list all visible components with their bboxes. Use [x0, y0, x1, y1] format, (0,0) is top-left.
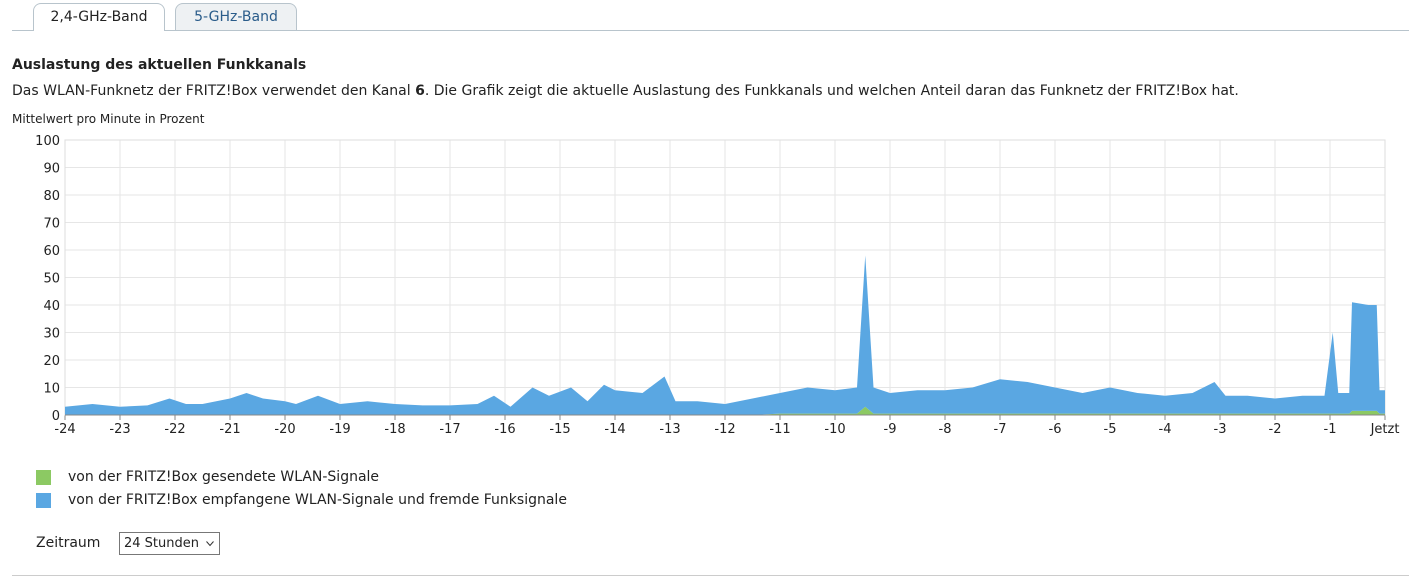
x-tick-label: -24	[54, 422, 75, 437]
x-tick-label: -3	[1214, 422, 1227, 437]
x-tick-label: -4	[1159, 422, 1172, 437]
y-tick-label: 80	[43, 189, 60, 204]
text: Das WLAN-Funknetz der FRITZ!Box verwende…	[12, 83, 416, 99]
tab[interactable]: 5-GHz-Band	[175, 3, 297, 30]
tab-active[interactable]: 2,4-GHz-Band	[33, 3, 165, 31]
bottom-line	[12, 575, 1409, 576]
x-tick-label: -19	[329, 422, 350, 437]
x-tick-label: -14	[604, 422, 625, 437]
channel: 6	[415, 83, 425, 99]
selected: 24 Stunden	[124, 536, 199, 551]
tab-line	[12, 30, 1409, 31]
y-tick-label: 90	[43, 162, 60, 177]
x-tick-label: -1	[1324, 422, 1337, 437]
period-label: Zeitraum	[36, 535, 101, 551]
y-tick-label: 70	[43, 217, 60, 232]
area	[65, 255, 1385, 415]
x-tick-label: -10	[824, 422, 845, 437]
chevron	[206, 541, 214, 547]
x-tick-label: -7	[994, 422, 1007, 437]
axis-label: Mittelwert pro Minute in Prozent	[12, 112, 205, 126]
y-tick-label: 10	[43, 382, 60, 397]
legend-swatch	[36, 493, 51, 508]
y-tick-label: 30	[43, 327, 60, 342]
x-tick-label: -23	[109, 422, 130, 437]
y-tick-label: 50	[43, 272, 60, 287]
y-tick-label: 60	[43, 244, 60, 259]
period-select[interactable]: 24 Stunden	[119, 532, 220, 555]
heading: Auslastung des aktuellen Funkkanals	[12, 57, 307, 73]
legend-label: von der FRITZ!Box gesendete WLAN-Signale	[68, 469, 380, 485]
x-tick-label: -16	[494, 422, 515, 437]
x-tick-label: -15	[549, 422, 570, 437]
x-tick-label: -2	[1269, 422, 1282, 437]
x-tick-label: -12	[714, 422, 735, 437]
x-tick-label: -21	[219, 422, 240, 437]
x-tick-label: -11	[769, 422, 790, 437]
y-tick-label: 20	[43, 354, 60, 369]
x-tick-label: -5	[1104, 422, 1117, 437]
x-tick-label: -17	[439, 422, 460, 437]
x-tick-label: -20	[274, 422, 295, 437]
chart: 0 10 20 30 40 50 60 70 80 90 100 -24 -23 -22 -21 -20 -19…	[35, 134, 1400, 437]
x-tick-label: -9	[884, 422, 897, 437]
x-tick-label: -18	[384, 422, 405, 437]
x-tick-label: -22	[164, 422, 185, 437]
description: Das WLAN-Funknetz der FRITZ!Box verwende…	[12, 83, 1239, 99]
legend-swatch	[36, 470, 51, 485]
x-tick-label: -8	[939, 422, 952, 437]
text: . Die Grafik zeigt die aktuelle Auslastu…	[424, 83, 1239, 99]
legend-label: von der FRITZ!Box empfangene WLAN-Signal…	[68, 492, 567, 508]
y-tick-label: 100	[35, 134, 60, 149]
y-tick-label: 40	[43, 299, 60, 314]
x-tick-label: Jetzt	[1370, 422, 1400, 437]
x-tick-label: -13	[659, 422, 680, 437]
area	[65, 406, 1385, 415]
y-tick-label: 0	[52, 409, 60, 424]
x-tick-label: -6	[1049, 422, 1062, 437]
